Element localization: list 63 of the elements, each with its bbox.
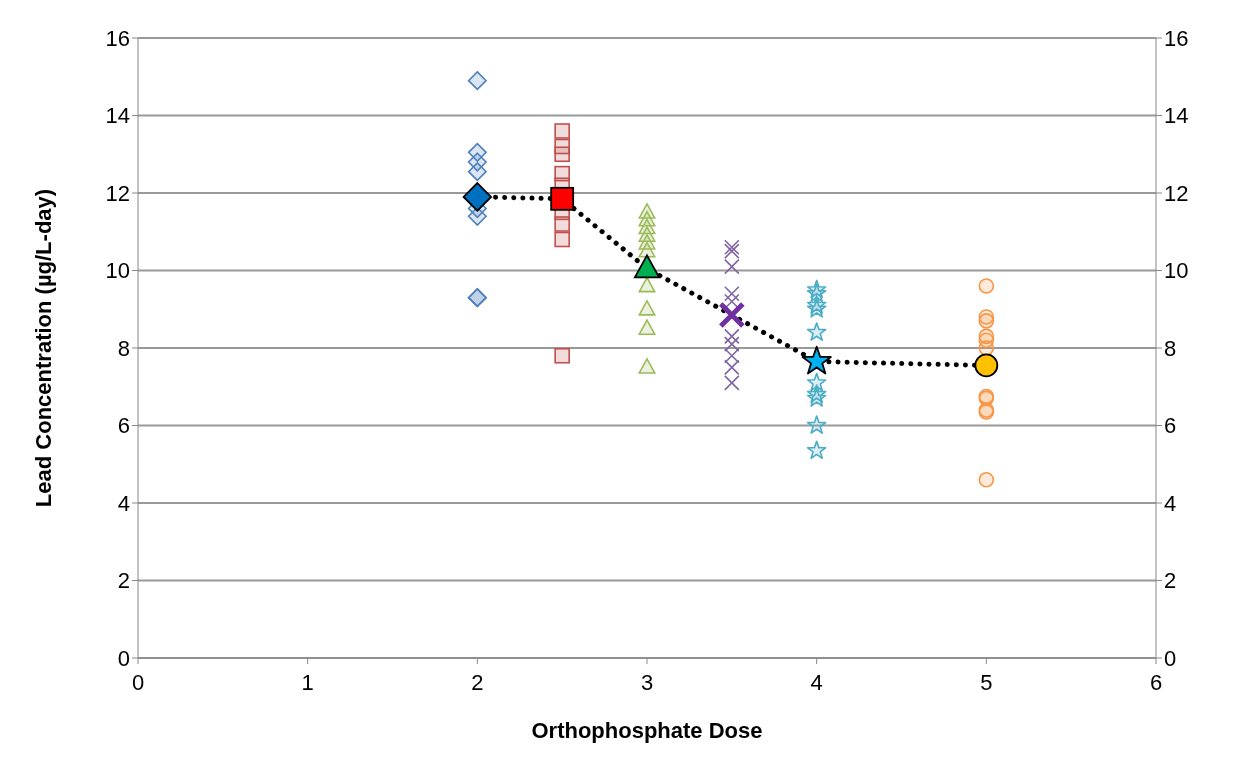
point xyxy=(724,336,740,352)
y-tick-label: 16 xyxy=(105,25,130,51)
y-tick-label: 4 xyxy=(117,490,130,516)
point xyxy=(554,146,570,163)
y-tick-label: 12 xyxy=(105,180,130,206)
y-tick-label: 14 xyxy=(105,103,130,129)
y2-tick-label: 16 xyxy=(1164,25,1189,51)
point xyxy=(634,254,660,279)
y2-tick-label: 10 xyxy=(1164,258,1189,284)
point xyxy=(801,345,832,375)
x-tick-label: 3 xyxy=(640,669,654,695)
point xyxy=(467,162,487,182)
point xyxy=(806,440,827,460)
point xyxy=(554,216,570,232)
point xyxy=(638,276,656,293)
point xyxy=(724,258,740,275)
y-tick-label: 2 xyxy=(117,568,130,594)
y2-tick-label: 6 xyxy=(1164,413,1177,439)
point xyxy=(724,285,740,302)
point xyxy=(724,375,740,391)
point xyxy=(806,388,827,407)
point xyxy=(806,372,827,392)
point xyxy=(724,239,740,256)
x-tick-label: 4 xyxy=(810,669,823,695)
point xyxy=(467,71,487,91)
point xyxy=(806,415,827,434)
x-tick-label: 6 xyxy=(1149,669,1163,695)
y2-tick-label: 8 xyxy=(1164,335,1177,361)
point xyxy=(638,300,656,316)
point xyxy=(638,358,656,374)
y2-tick-label: 4 xyxy=(1164,490,1177,516)
point xyxy=(554,231,570,248)
x-axis-title: Orthophosphate Dose xyxy=(531,718,763,743)
y2-tick-label: 12 xyxy=(1164,180,1189,206)
point xyxy=(724,347,740,364)
y-tick-label: 6 xyxy=(117,413,130,439)
point xyxy=(978,471,995,488)
point xyxy=(550,186,575,211)
y2-tick-label: 0 xyxy=(1164,645,1177,671)
point xyxy=(806,299,827,318)
point xyxy=(638,241,656,258)
point xyxy=(974,353,999,378)
point xyxy=(724,328,740,345)
point xyxy=(638,319,656,336)
point xyxy=(724,243,740,259)
x-tick-label: 5 xyxy=(980,669,993,695)
x-tick-label: 2 xyxy=(471,669,484,695)
point xyxy=(978,313,995,329)
x-tick-label: 1 xyxy=(301,669,314,695)
y-tick-label: 8 xyxy=(117,335,130,361)
point xyxy=(978,278,995,294)
y-tick-label: 10 xyxy=(105,258,130,284)
point xyxy=(462,182,492,212)
point xyxy=(724,359,740,376)
point xyxy=(806,322,827,341)
point xyxy=(467,206,487,226)
point xyxy=(978,340,995,356)
point xyxy=(554,123,570,139)
y2-tick-label: 2 xyxy=(1164,568,1177,594)
y-axis-title: Lead Concentration (µg/L-day) xyxy=(30,188,56,508)
y-tick-label: 0 xyxy=(117,645,130,671)
y2-tick-label: 14 xyxy=(1164,103,1189,129)
point xyxy=(554,347,570,364)
